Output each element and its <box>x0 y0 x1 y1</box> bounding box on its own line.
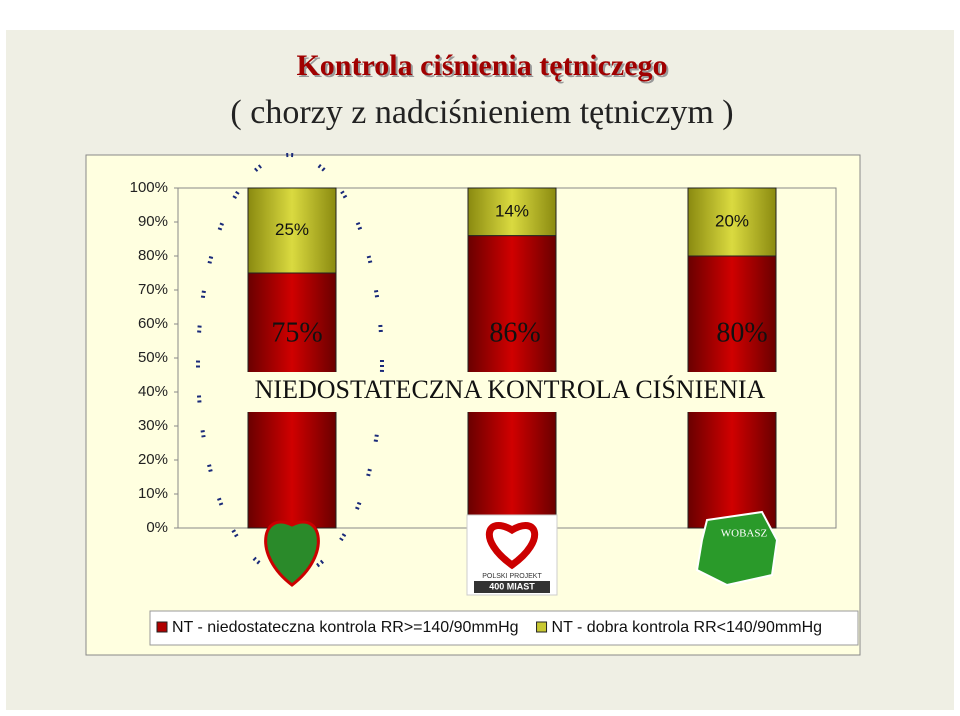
chart-title: Kontrola ciśnienia tętniczego <box>296 49 667 82</box>
title-shadow: Kontrola ciśnienia tętniczego <box>298 51 669 84</box>
y-tick-label: 10% <box>138 485 168 502</box>
logo-heart <box>264 520 320 587</box>
logo-text: WOBASZ <box>721 528 768 540</box>
y-tick-label: 40% <box>138 383 168 400</box>
bar-segment <box>687 187 777 257</box>
y-tick-label: 100% <box>130 179 168 196</box>
logo-text: POLSKI PROJEKT <box>482 573 542 580</box>
logo-map <box>695 510 779 587</box>
annotation-bg <box>215 372 832 412</box>
y-tick-label: 0% <box>146 519 168 536</box>
legend-label: NT - dobra kontrola RR<140/90mmHg <box>552 619 823 636</box>
y-tick-label: 70% <box>138 281 168 298</box>
y-tick-label: 80% <box>138 247 168 264</box>
value-label: 14% <box>495 201 529 220</box>
legend-box <box>149 610 859 646</box>
value-label: 86% <box>489 317 540 348</box>
y-tick-label: 50% <box>138 349 168 366</box>
value-label: 25% <box>275 220 309 239</box>
legend-swatch <box>156 621 168 633</box>
value-label: 80% <box>716 317 767 348</box>
y-tick-label: 60% <box>138 315 168 332</box>
y-tick-label: 20% <box>138 451 168 468</box>
logo-text: 400 MIAST <box>489 581 535 591</box>
y-tick-label: 90% <box>138 213 168 230</box>
logo-heart <box>486 522 538 570</box>
legend-swatch <box>536 621 548 633</box>
value-label: 20% <box>715 211 749 230</box>
value-label: 75% <box>271 317 322 348</box>
legend-label: NT - niedostateczna kontrola RR>=140/90m… <box>172 619 519 636</box>
bar-segment <box>467 187 557 237</box>
annotation: NIEDOSTATECZNA KONTROLA CIŚNIENIA <box>255 375 766 404</box>
logo-bar <box>474 581 550 593</box>
chart-subtitle: ( chorzy z nadciśnieniem tętniczym ) <box>230 94 733 131</box>
y-tick-label: 30% <box>138 417 168 434</box>
bar-segment <box>247 187 337 274</box>
